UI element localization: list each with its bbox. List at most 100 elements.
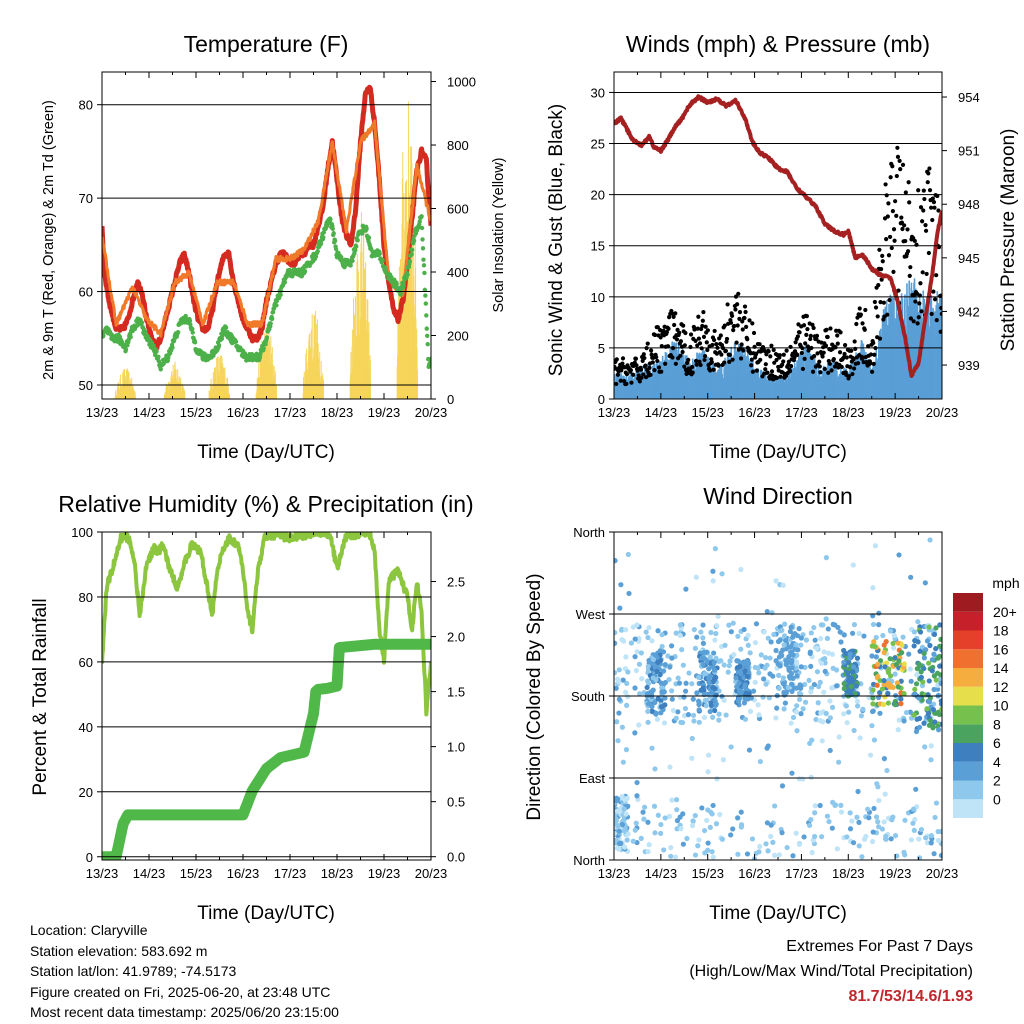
direction-point: [808, 774, 814, 780]
x-tick-label: 14/23: [645, 405, 678, 420]
gust-point: [833, 345, 838, 350]
direction-point: [637, 691, 643, 697]
dewpoint-point: [302, 269, 308, 274]
direction-point: [882, 791, 888, 797]
direction-point: [869, 653, 875, 659]
direction-point: [690, 696, 696, 702]
gust-point: [709, 359, 714, 365]
direction-point: [871, 737, 878, 743]
gust-point: [771, 347, 776, 353]
direction-point: [917, 715, 923, 722]
gust-point: [835, 341, 840, 346]
direction-point: [669, 655, 675, 661]
direction-point: [847, 826, 854, 832]
gust-point: [698, 362, 703, 368]
gust-point: [624, 372, 630, 377]
direction-point: [710, 854, 716, 860]
direction-point: [917, 629, 924, 635]
gust-point: [842, 351, 847, 357]
direction-point: [733, 675, 739, 681]
gust-point: [745, 337, 750, 342]
direction-point: [781, 633, 788, 639]
direction-point: [793, 830, 799, 836]
direction-point: [812, 803, 818, 809]
direction-point: [779, 627, 785, 633]
direction-point: [871, 639, 877, 645]
direction-point: [685, 712, 692, 718]
gust-point: [649, 348, 654, 353]
direction-point: [680, 841, 686, 847]
y2-tick-label: 800: [447, 138, 469, 153]
direction-point: [744, 673, 751, 680]
colorbar-title: mph: [992, 575, 1019, 591]
direction-point: [823, 555, 829, 561]
direction-point: [667, 664, 673, 670]
gust-point: [891, 269, 896, 275]
dewpoint-point: [268, 321, 273, 326]
direction-point: [892, 833, 899, 839]
gust-point: [930, 196, 935, 201]
direction-point: [888, 673, 894, 679]
gust-point: [908, 316, 913, 321]
direction-point: [705, 769, 711, 775]
gust-point: [913, 299, 918, 304]
colorbar-label: 2: [993, 773, 1001, 789]
gust-point: [633, 356, 639, 361]
direction-point: [652, 830, 658, 836]
direction-point: [773, 647, 779, 654]
direction-point: [704, 817, 710, 824]
y-tick-label: 40: [79, 720, 93, 735]
direction-point: [731, 652, 737, 658]
direction-point: [691, 626, 697, 633]
direction-point: [641, 816, 647, 822]
direction-point: [744, 851, 751, 857]
direction-point: [636, 661, 643, 667]
gust-point: [671, 314, 676, 319]
colorbar-swatch: [953, 705, 983, 725]
direction-point: [808, 630, 814, 636]
direction-point: [623, 747, 630, 753]
direction-point: [885, 700, 891, 706]
direction-point: [833, 683, 840, 689]
direction-point: [924, 840, 931, 846]
gust-point: [907, 200, 912, 205]
dewpoint-point: [394, 281, 399, 286]
direction-point: [665, 653, 671, 659]
gust-point: [898, 167, 903, 172]
gust-point: [751, 330, 757, 336]
direction-point: [800, 776, 806, 782]
direction-point: [645, 719, 651, 725]
direction-point: [935, 709, 941, 715]
gust-point: [684, 360, 690, 366]
direction-point: [908, 574, 914, 580]
direction-point: [829, 825, 835, 831]
direction-point: [650, 675, 656, 681]
direction-point: [772, 803, 778, 809]
gust-point: [895, 145, 900, 150]
direction-point: [626, 590, 632, 597]
gust-point: [727, 359, 732, 365]
gust-point: [920, 219, 925, 224]
direction-point: [750, 688, 757, 694]
direction-point: [779, 830, 785, 836]
direction-point: [760, 694, 766, 700]
direction-point: [870, 708, 876, 714]
direction-point: [916, 724, 923, 730]
y2-tick-label: 2.5: [447, 575, 465, 590]
direction-point: [854, 698, 861, 704]
direction-point: [646, 842, 652, 848]
direction-point: [848, 683, 854, 690]
direction-point: [761, 676, 767, 682]
gust-point: [817, 364, 822, 369]
direction-point: [910, 820, 916, 826]
direction-point: [756, 712, 762, 718]
dewpoint-point: [410, 247, 415, 253]
gust-point: [674, 337, 680, 342]
direction-point: [700, 622, 706, 628]
dewpoint-point: [158, 367, 163, 372]
direction-point: [921, 655, 927, 661]
direction-point: [854, 655, 861, 661]
direction-point: [670, 707, 676, 714]
direction-point: [890, 645, 897, 651]
gust-point: [739, 342, 744, 347]
